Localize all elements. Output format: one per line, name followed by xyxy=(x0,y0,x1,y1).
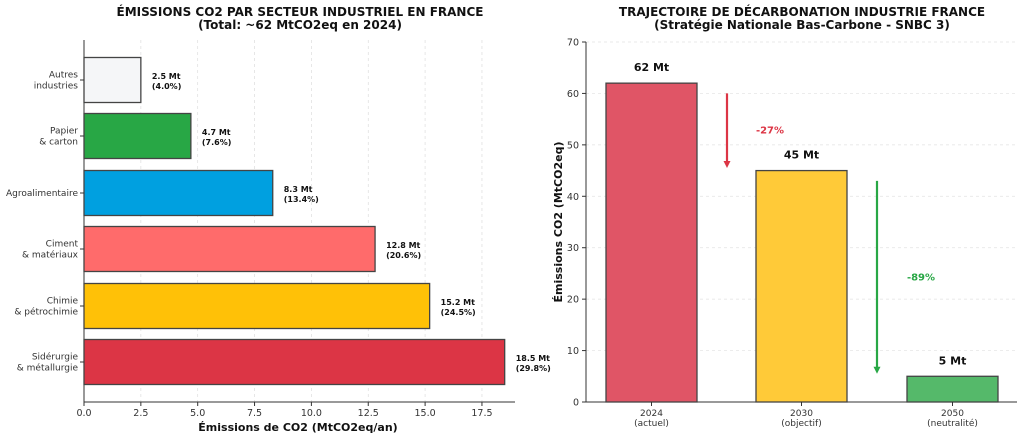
y-tick-label: Agroalimentaire xyxy=(6,189,78,199)
reduction-label: -89% xyxy=(907,272,935,283)
data-label: 12.8 Mt xyxy=(386,241,420,250)
x-tick-label: 10.0 xyxy=(301,408,322,419)
data-label: (4.0%) xyxy=(152,82,182,91)
data-label: (13.4%) xyxy=(284,195,319,204)
y-tick-label: Chimie xyxy=(47,297,79,307)
data-label: 2.5 Mt xyxy=(152,72,181,81)
x-tick-label: (actuel) xyxy=(634,419,669,429)
x-tick-label: 2050 xyxy=(941,409,964,419)
right-y-axis-label: Émissions CO2 (MtCO2eq) xyxy=(552,142,565,303)
x-tick-label: 12.5 xyxy=(358,408,379,419)
y-tick-label: Papier xyxy=(50,127,78,137)
y-tick-label: Ciment xyxy=(46,240,79,250)
y-tick-label: 50 xyxy=(567,140,579,151)
arrow-head xyxy=(873,366,881,374)
x-tick-label: (neutralité) xyxy=(927,418,978,429)
y-tick-label: 60 xyxy=(567,89,579,100)
data-label: 5 Mt xyxy=(939,354,967,367)
x-tick-label: 2024 xyxy=(640,409,663,419)
data-label: 18.5 Mt xyxy=(516,354,550,363)
left-chart-title: ÉMISSIONS CO2 PAR SECTEUR INDUSTRIEL EN … xyxy=(117,4,484,19)
x-tick-label: 5.0 xyxy=(190,408,205,419)
bar xyxy=(906,375,999,403)
data-label: 62 Mt xyxy=(634,61,669,74)
data-label: 4.7 Mt xyxy=(202,128,231,137)
y-tick-label: 40 xyxy=(567,192,579,203)
bar xyxy=(83,56,142,104)
x-tick-label: 15.0 xyxy=(415,408,436,419)
bar xyxy=(605,82,698,403)
y-tick-label: & pétrochimie xyxy=(14,307,78,318)
x-tick-label: 2030 xyxy=(790,409,813,419)
y-tick-label: Sidérurgie xyxy=(32,352,79,363)
right-chart-title: TRAJECTOIRE DE DÉCARBONATION INDUSTRIE F… xyxy=(619,4,985,19)
y-tick-label: & métallurgie xyxy=(17,363,79,374)
data-label: (29.8%) xyxy=(516,364,551,373)
y-tick-label: 20 xyxy=(567,295,579,306)
y-tick-label: & carton xyxy=(39,138,78,148)
reduction-label: -27% xyxy=(756,126,784,137)
y-tick-label: Autres xyxy=(49,71,78,81)
bar xyxy=(83,169,274,217)
bar xyxy=(83,225,376,273)
data-label: 8.3 Mt xyxy=(284,185,313,194)
data-label: (20.6%) xyxy=(386,251,421,260)
x-tick-label: 2.5 xyxy=(133,408,148,419)
x-tick-label: (objectif) xyxy=(781,419,821,429)
x-tick-label: 17.5 xyxy=(471,408,492,419)
arrow-head xyxy=(723,161,731,168)
bar xyxy=(83,282,431,330)
bar xyxy=(755,169,848,403)
x-tick-label: 0.0 xyxy=(76,408,91,419)
left-x-axis-label: Émissions de CO2 (MtCO2eq/an) xyxy=(198,421,397,434)
y-tick-label: 30 xyxy=(567,243,579,254)
bar xyxy=(83,338,506,386)
left-chart: ÉMISSIONS CO2 PAR SECTEUR INDUSTRIEL EN … xyxy=(6,4,551,434)
y-tick-label: 0 xyxy=(573,398,579,409)
y-tick-label: 10 xyxy=(567,346,579,357)
data-label: 15.2 Mt xyxy=(441,298,475,307)
x-tick-label: 7.5 xyxy=(247,408,262,419)
left-chart-subtitle: (Total: ~62 MtCO2eq en 2024) xyxy=(198,18,402,32)
right-chart: TRAJECTOIRE DE DÉCARBONATION INDUSTRIE F… xyxy=(552,4,1017,429)
bar xyxy=(83,112,192,160)
right-chart-subtitle: (Stratégie Nationale Bas-Carbone - SNBC … xyxy=(654,18,950,32)
y-tick-label: industries xyxy=(34,82,79,92)
data-label: (24.5%) xyxy=(441,308,476,317)
data-label: (7.6%) xyxy=(202,138,232,147)
y-tick-label: 70 xyxy=(567,38,579,49)
data-label: 45 Mt xyxy=(784,149,819,162)
y-tick-label: & matériaux xyxy=(22,250,79,261)
